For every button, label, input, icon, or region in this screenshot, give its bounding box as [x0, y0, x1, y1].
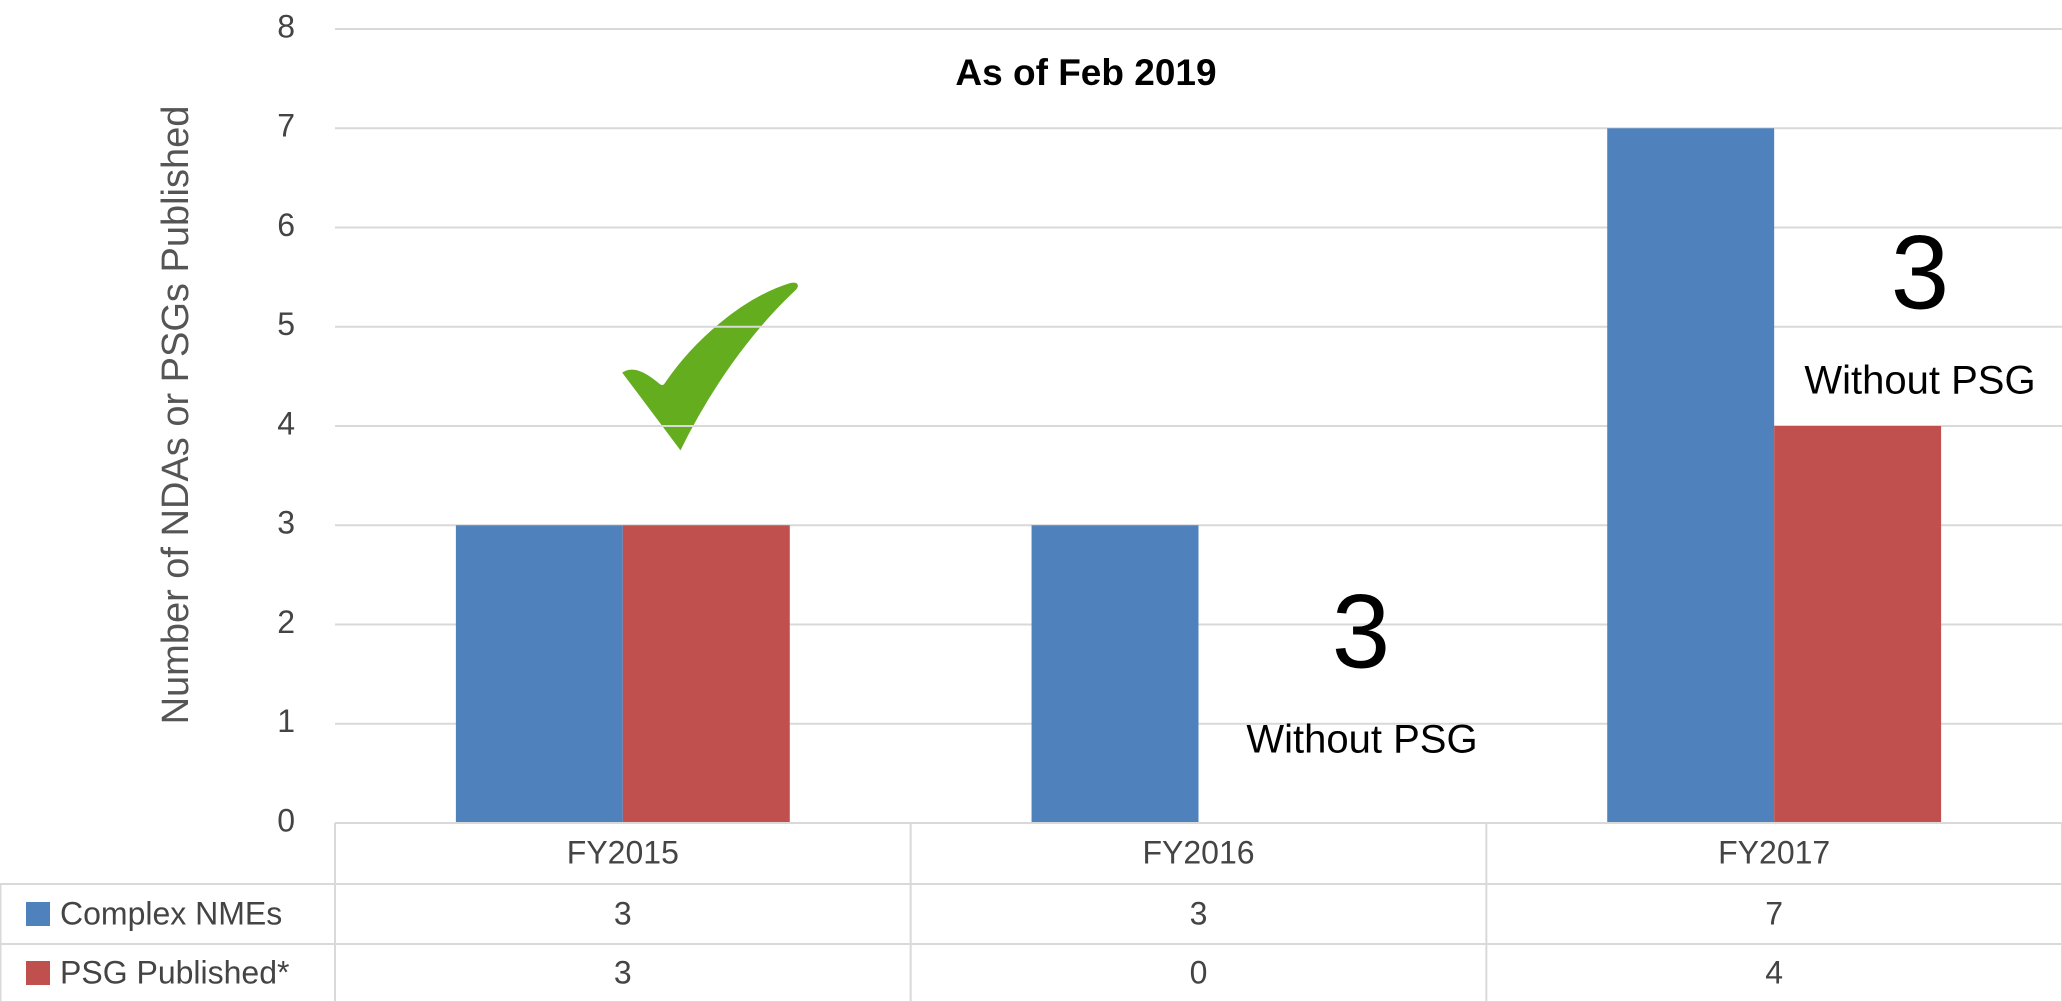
y-tick-label: 6: [277, 207, 295, 243]
x-tick-label: FY2016: [1142, 834, 1254, 870]
x-tick-label: FY2017: [1718, 834, 1830, 870]
legend-label: PSG Published*: [60, 954, 289, 990]
y-tick-label: 7: [277, 108, 295, 144]
annotation: 3: [1891, 215, 1949, 332]
bar: [1774, 426, 1942, 823]
table-value: 3: [614, 954, 632, 990]
table-value: 4: [1765, 954, 1783, 990]
y-tick-label: 4: [277, 405, 295, 441]
y-tick-label: 1: [277, 703, 295, 739]
x-tick-label: FY2015: [567, 834, 679, 870]
annotation: 3: [1332, 574, 1390, 691]
table-value: 7: [1765, 895, 1783, 931]
legend-key: [26, 961, 50, 985]
y-tick-label: 3: [277, 505, 295, 541]
table-value: 3: [1190, 895, 1208, 931]
check-mark: [615, 276, 804, 459]
y-tick-label: 5: [277, 306, 295, 342]
annotation: Without PSG: [1804, 359, 2035, 403]
table-value: 3: [614, 895, 632, 931]
table-value: 0: [1190, 954, 1208, 990]
chart-title: As of Feb 2019: [955, 52, 1216, 93]
y-tick-label: 8: [277, 8, 295, 44]
bar: [622, 525, 790, 823]
bar: [455, 525, 623, 823]
bar: [1031, 525, 1199, 823]
legend-label: Complex NMEs: [60, 895, 282, 931]
bar: [1607, 128, 1775, 823]
y-axis-label: Number of NDAs or PSGs Published: [155, 106, 197, 725]
y-tick-label: 2: [277, 604, 295, 640]
y-tick-label: 0: [277, 802, 295, 838]
legend-key: [26, 902, 50, 926]
annotation: Without PSG: [1246, 718, 1477, 762]
